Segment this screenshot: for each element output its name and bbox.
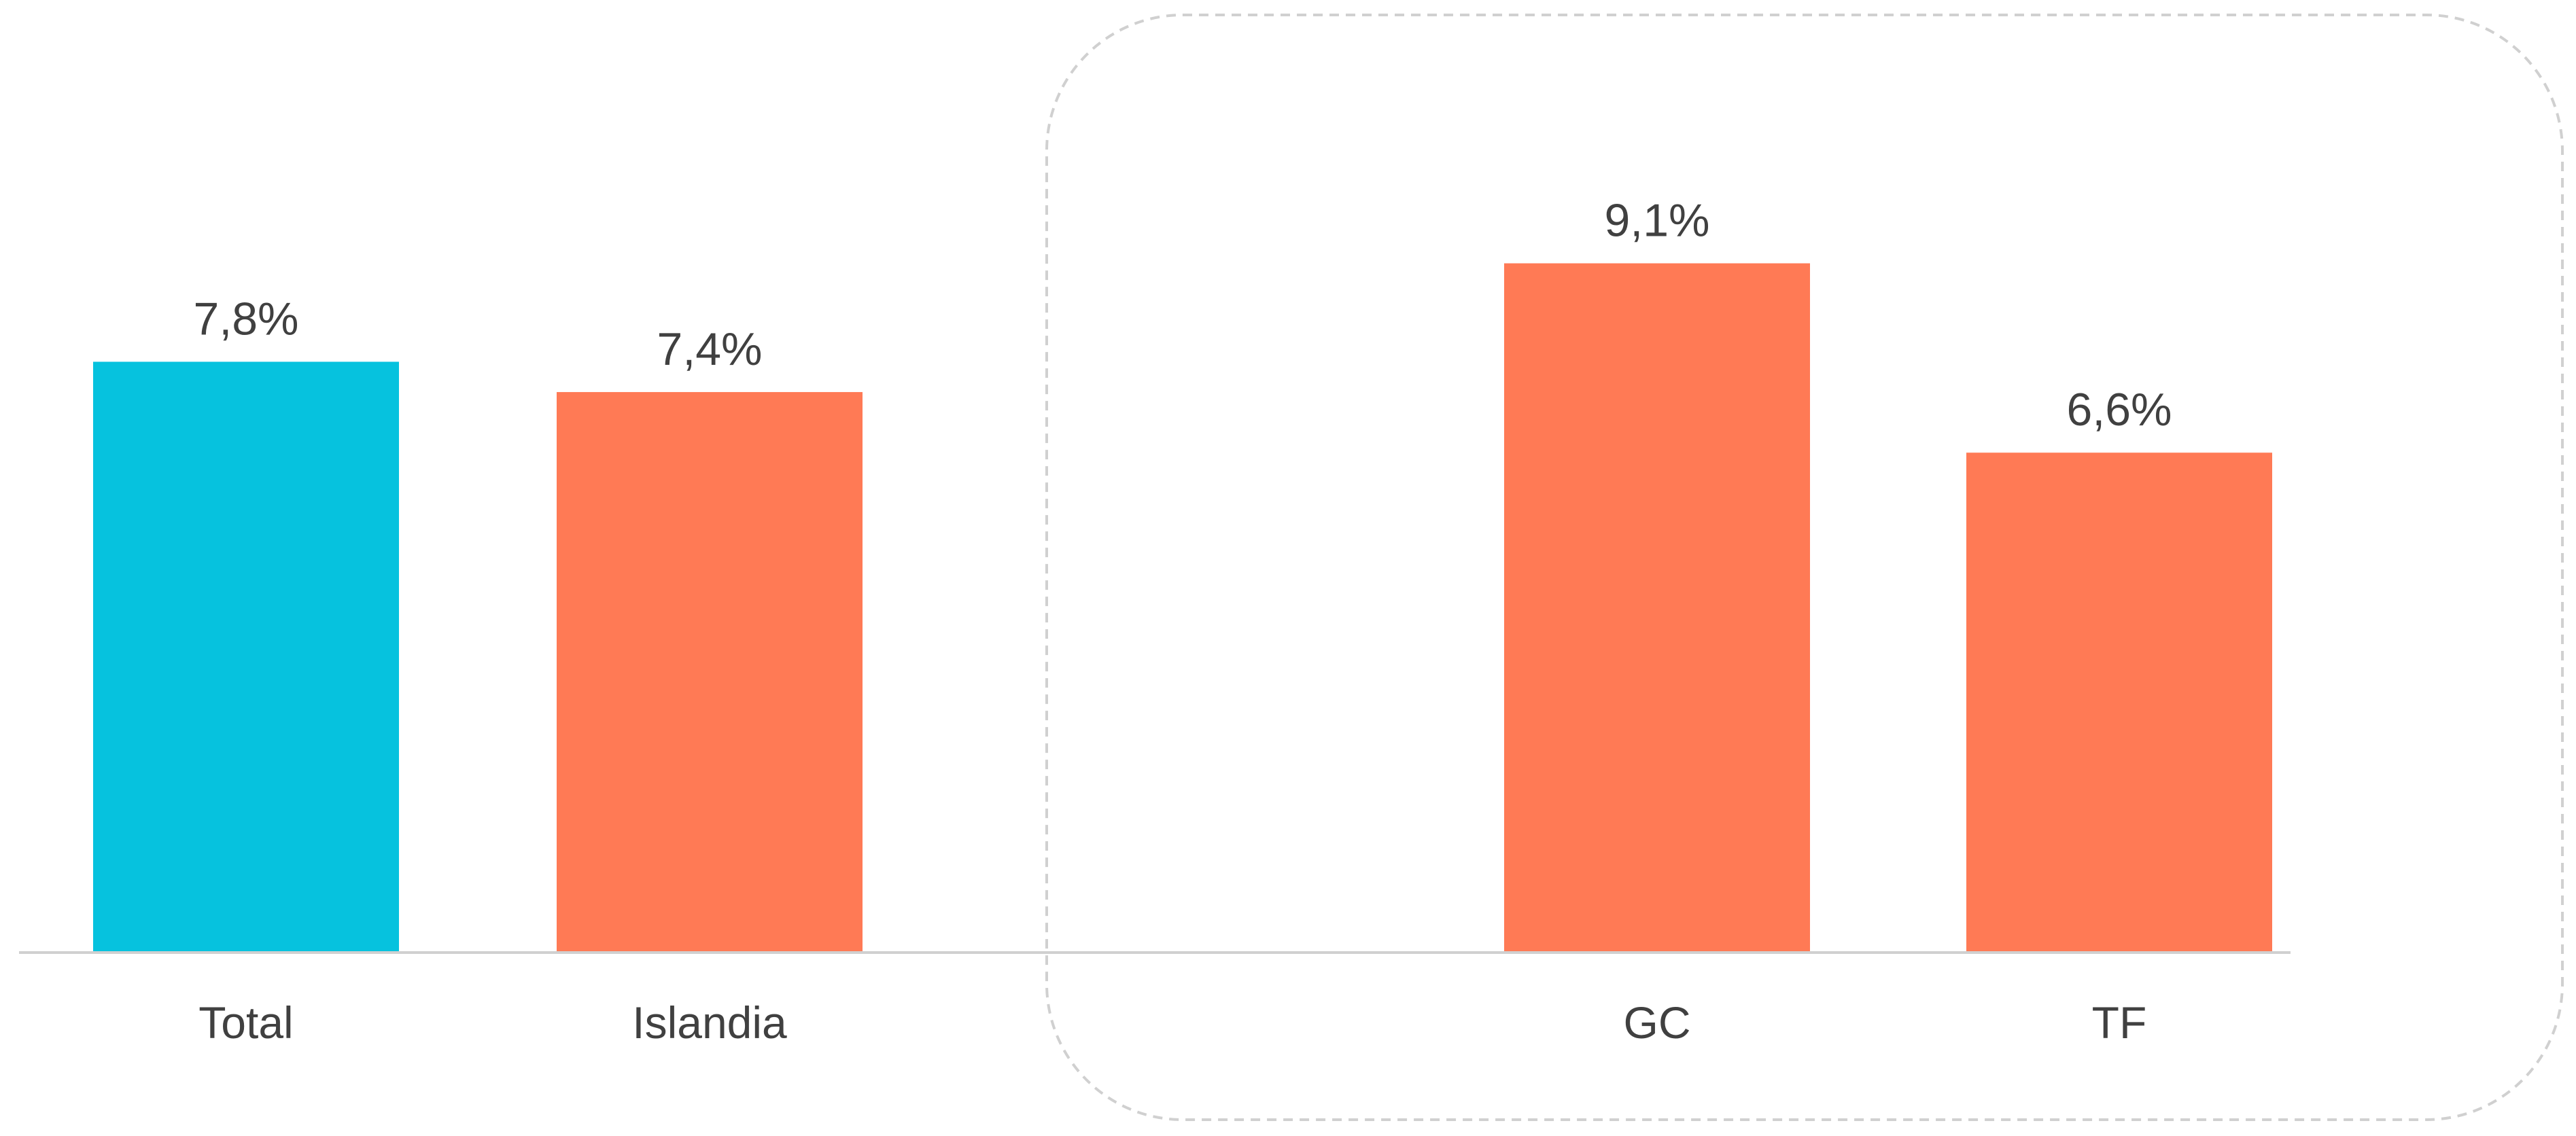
bar-islandia — [557, 392, 863, 953]
bar-total — [93, 361, 399, 953]
category-label-gc: GC — [1624, 997, 1691, 1048]
bar-tf — [1966, 452, 2272, 953]
data-label-total: 7,8% — [194, 293, 299, 344]
category-label-total: Total — [198, 997, 293, 1048]
data-label-tf: 6,6% — [2067, 384, 2172, 436]
data-label-gc: 9,1% — [1605, 195, 1710, 247]
data-label-islandia: 7,4% — [657, 323, 763, 375]
bar-gc — [1504, 263, 1810, 953]
group-highlight-box — [1045, 14, 2564, 1121]
category-label-tf: TF — [2092, 997, 2147, 1048]
category-label-islandia: Islandia — [632, 997, 787, 1048]
